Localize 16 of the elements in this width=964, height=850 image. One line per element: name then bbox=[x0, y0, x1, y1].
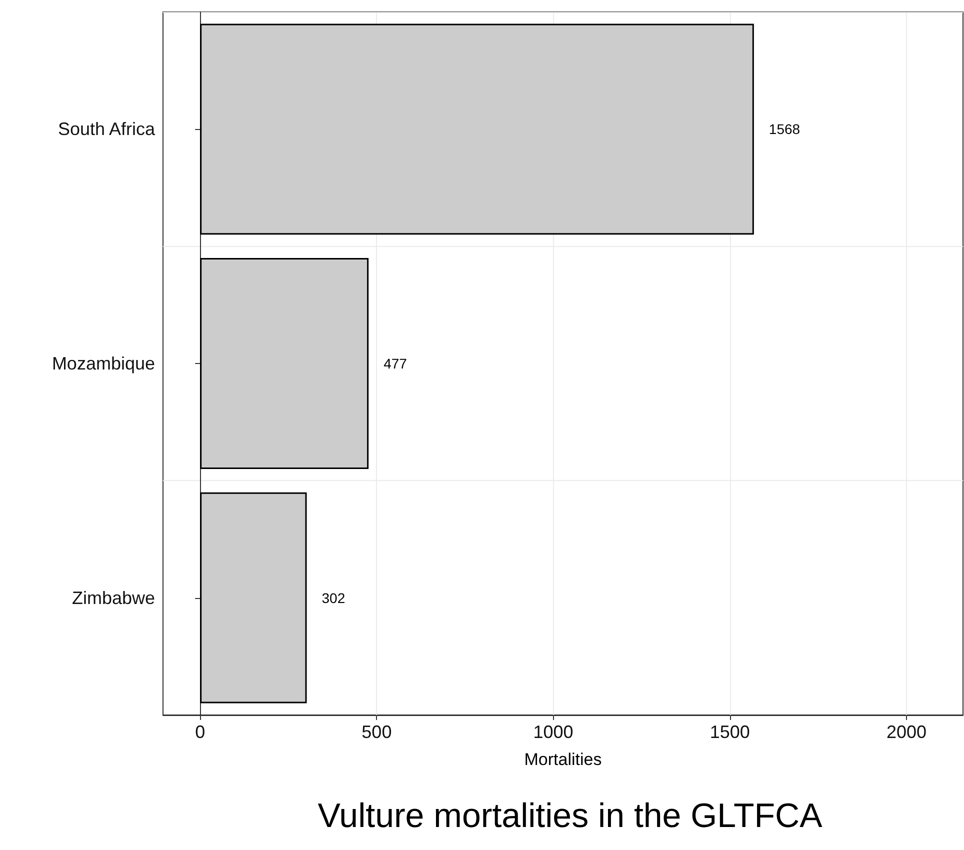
x-tick-label: 0 bbox=[195, 722, 206, 742]
data-label: 1568 bbox=[768, 121, 800, 138]
x-tick-label: 1500 bbox=[710, 722, 750, 742]
x-tick-label: 2000 bbox=[886, 722, 927, 742]
data-label: 477 bbox=[384, 356, 408, 372]
y-tick-label: South Africa bbox=[58, 119, 156, 140]
bar bbox=[200, 492, 307, 704]
x-axis-title: Mortalities bbox=[524, 750, 602, 769]
text: Vulture mortalities in the GLTFCA bbox=[318, 797, 823, 835]
bar bbox=[200, 258, 369, 469]
x-tick-label: 1000 bbox=[533, 722, 574, 742]
y-tick-label: Mozambique bbox=[52, 354, 155, 374]
data-label: 302 bbox=[322, 590, 346, 606]
x-tick-label: 500 bbox=[362, 722, 392, 742]
bar bbox=[200, 24, 754, 235]
y-tick-label: Zimbabwe bbox=[72, 588, 155, 608]
